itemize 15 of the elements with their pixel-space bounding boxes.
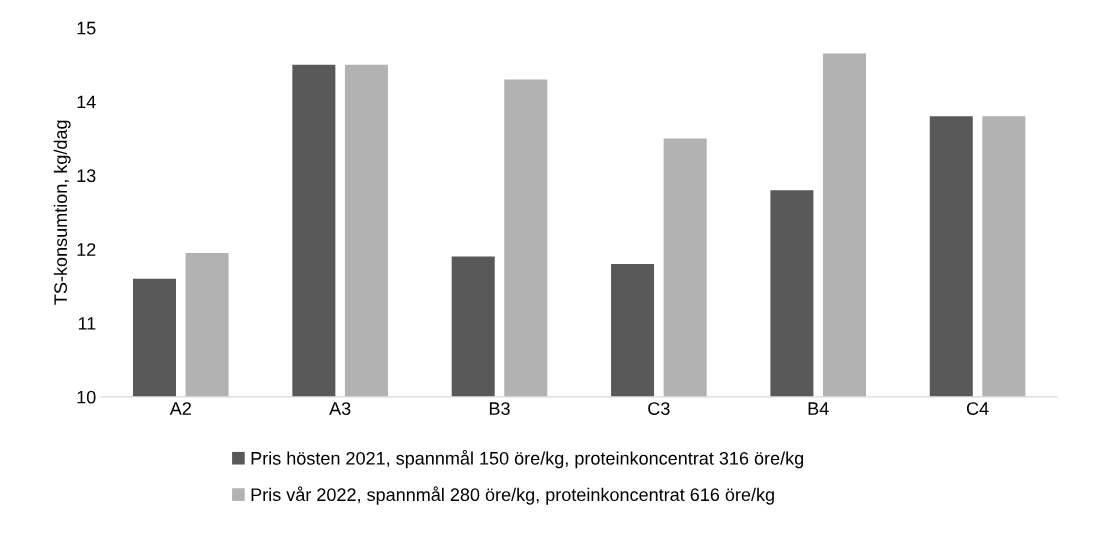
y-tick-label: 13 (77, 169, 96, 183)
x-tick-label: A3 (329, 402, 351, 415)
x-tick-label: A2 (169, 402, 191, 415)
legend-label: Pris vår 2022, spannmål 280 öre/kg, proteinkoncentrat 616 öre/kg (251, 486, 774, 505)
y-tick-label: 11 (78, 317, 96, 330)
y-tick-label: 14 (77, 95, 96, 109)
y-tick-label: 15 (77, 21, 96, 35)
x-tick-label: B4 (808, 402, 829, 415)
legend-label: Pris hösten 2021, spannmål 150 öre/kg, proteinkoncentrat 316 öre/kg (251, 449, 804, 469)
y-tick-label: 10 (77, 390, 96, 404)
y-axis-title: TS-konsumtion, kg/dag (53, 120, 71, 305)
y-tick-label: 12 (77, 243, 96, 256)
x-tick-label: B3 (489, 402, 510, 415)
x-tick-label: C4 (966, 402, 989, 415)
x-tick-label: C3 (648, 402, 670, 415)
